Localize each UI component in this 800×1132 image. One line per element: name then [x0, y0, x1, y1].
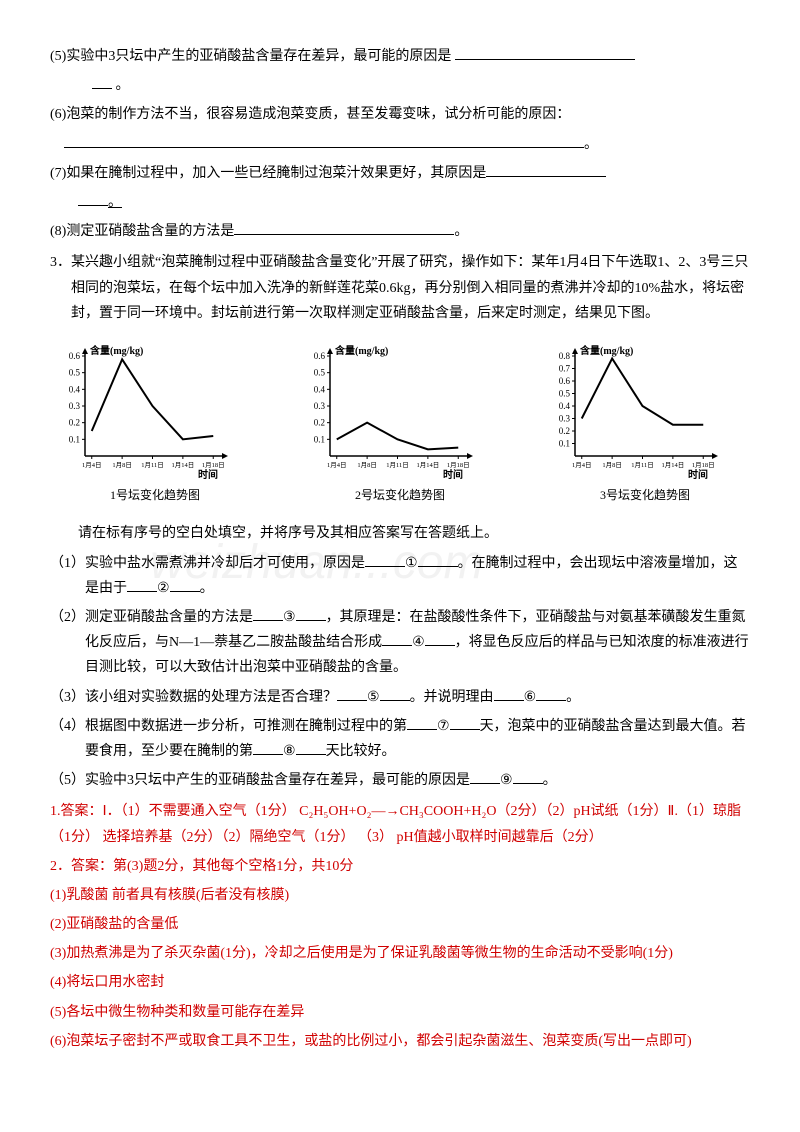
svg-text:含量(mg/kg): 含量(mg/kg) [335, 344, 388, 357]
svg-text:0.5: 0.5 [559, 388, 571, 398]
svg-text:0.6: 0.6 [69, 351, 81, 361]
question-6-blank: 。 [50, 132, 750, 157]
question-7-end: 。 [50, 190, 750, 215]
svg-text:0.1: 0.1 [559, 438, 570, 448]
svg-text:1月18日: 1月18日 [202, 461, 225, 469]
svg-text:时间: 时间 [443, 468, 463, 481]
svg-text:0.8: 0.8 [559, 351, 571, 361]
question-8: (8)测定亚硝酸盐含量的方法是。 [50, 219, 750, 244]
svg-text:0.5: 0.5 [314, 368, 326, 378]
sub-question-2: （2）测定亚硝酸盐含量的方法是③，其原理是：在盐酸酸性条件下，亚硝酸盐与对氨基苯… [50, 605, 750, 681]
svg-text:1月11日: 1月11日 [141, 461, 164, 469]
svg-text:1月14日: 1月14日 [172, 461, 195, 469]
svg-text:0.3: 0.3 [314, 401, 326, 411]
chart-2-title: 2号坛变化趋势图 [295, 485, 505, 507]
question-6: (6)泡菜的制作方法不当，很容易造成泡菜变质，甚至发霉变味，试分析可能的原因： [50, 102, 750, 127]
sub-question-4: （4）根据图中数据进一步分析，可推测在腌制过程中的第⑦天，泡菜中的亚硝酸盐含量达… [50, 714, 750, 764]
answer-2-6: (6)泡菜坛子密封不严或取食工具不卫生，或盐的比例过小，都会引起杂菌滋生、泡菜变… [50, 1029, 750, 1054]
svg-text:0.3: 0.3 [69, 401, 81, 411]
svg-text:1月4日: 1月4日 [82, 461, 102, 469]
svg-text:时间: 时间 [198, 468, 218, 481]
sub-question-3: （3）该小组对实验数据的处理方法是否合理？⑤。并说明理由⑥。 [50, 685, 750, 710]
svg-text:0.5: 0.5 [69, 368, 81, 378]
charts-container: 0.1 0.2 0.3 0.4 0.5 0.6 1月4日 1月8日 1月11日 1月14日 1月18… [50, 341, 750, 507]
svg-text:1月14日: 1月14日 [662, 461, 685, 469]
answer-2-2: (2)亚硝酸盐的含量低 [50, 912, 750, 937]
svg-text:0.6: 0.6 [314, 351, 326, 361]
chart-3-block: 0.1 0.2 0.3 0.4 0.5 0.6 0.7 0.8 1月4日 1月8日 1月11日 1月1… [540, 341, 750, 507]
svg-text:含量(mg/kg): 含量(mg/kg) [90, 344, 143, 357]
answer-2-5: (5)各坛中微生物种类和数量可能存在差异 [50, 1000, 750, 1025]
chart-1-block: 0.1 0.2 0.3 0.4 0.5 0.6 1月4日 1月8日 1月11日 1月14日 1月18… [50, 341, 260, 507]
svg-text:1月8日: 1月8日 [602, 461, 622, 469]
svg-text:0.2: 0.2 [314, 418, 325, 428]
answer-2-4: (4)将坛口用水密封 [50, 970, 750, 995]
svg-text:1月4日: 1月4日 [327, 461, 347, 469]
svg-text:0.2: 0.2 [559, 426, 570, 436]
svg-text:0.1: 0.1 [314, 434, 325, 444]
chart-3-title: 3号坛变化趋势图 [540, 485, 750, 507]
chart-3: 0.1 0.2 0.3 0.4 0.5 0.6 0.7 0.8 1月4日 1月8日 1月11日 1月1… [540, 341, 720, 481]
svg-text:0.7: 0.7 [559, 363, 571, 373]
svg-text:时间: 时间 [688, 468, 708, 481]
question-5-end: 。 [50, 73, 750, 98]
svg-text:1月8日: 1月8日 [357, 461, 377, 469]
svg-text:0.1: 0.1 [69, 434, 80, 444]
svg-text:1月8日: 1月8日 [112, 461, 132, 469]
svg-text:0.3: 0.3 [559, 413, 571, 423]
svg-text:1月11日: 1月11日 [386, 461, 409, 469]
chart-2-block: 0.1 0.2 0.3 0.4 0.5 0.6 1月4日 1月8日 1月11日 1月14日 1月18… [295, 341, 505, 507]
answer-1: 1.答案：Ⅰ．（1）不需要通入空气（1分） C₂H₅OH+O₂—→CH₃COOH… [50, 799, 750, 849]
svg-text:0.4: 0.4 [559, 401, 571, 411]
svg-text:1月18日: 1月18日 [692, 461, 715, 469]
chart-2: 0.1 0.2 0.3 0.4 0.5 0.6 1月4日 1月8日 1月11日 1月14日 1月18… [295, 341, 475, 481]
chart-1: 0.1 0.2 0.3 0.4 0.5 0.6 1月4日 1月8日 1月11日 1月14日 1月18… [50, 341, 230, 481]
intro-after-charts: 请在标有序号的空白处填空，并将序号及其相应答案写在答题纸上。 [50, 521, 750, 546]
sub-question-5: （5）实验中3只坛中产生的亚硝酸盐含量存在差异，最可能的原因是⑨。 [50, 768, 750, 793]
question-3-main: 3．某兴趣小组就“泡菜腌制过程中亚硝酸盐含量变化”开展了研究，操作如下：某年1月… [50, 250, 750, 326]
svg-text:0.4: 0.4 [314, 384, 326, 394]
svg-text:1月18日: 1月18日 [447, 461, 470, 469]
question-5: (5)实验中3只坛中产生的亚硝酸盐含量存在差异，最可能的原因是 [50, 44, 750, 69]
chart-1-title: 1号坛变化趋势图 [50, 485, 260, 507]
question-7: (7)如果在腌制过程中，加入一些已经腌制过泡菜汁效果更好，其原因是 [50, 161, 750, 186]
svg-text:1月11日: 1月11日 [631, 461, 654, 469]
svg-text:1月4日: 1月4日 [572, 461, 592, 469]
svg-text:含量(mg/kg): 含量(mg/kg) [580, 344, 633, 357]
svg-text:0.6: 0.6 [559, 376, 571, 386]
sub-question-1: （1）实验中盐水需煮沸并冷却后才可使用，原因是①。在腌制过程中，会出现坛中溶液量… [50, 551, 750, 601]
answer-2-1: (1)乳酸菌 前者具有核膜(后者没有核膜) [50, 883, 750, 908]
svg-text:0.2: 0.2 [69, 418, 80, 428]
svg-text:0.4: 0.4 [69, 384, 81, 394]
answer-2-3: (3)加热煮沸是为了杀灭杂菌(1分)，冷却之后使用是为了保证乳酸菌等微生物的生命… [50, 941, 750, 966]
svg-text:1月14日: 1月14日 [417, 461, 440, 469]
answer-2-header: 2．答案：第(3)题2分，其他每个空格1分，共10分 [50, 854, 750, 879]
